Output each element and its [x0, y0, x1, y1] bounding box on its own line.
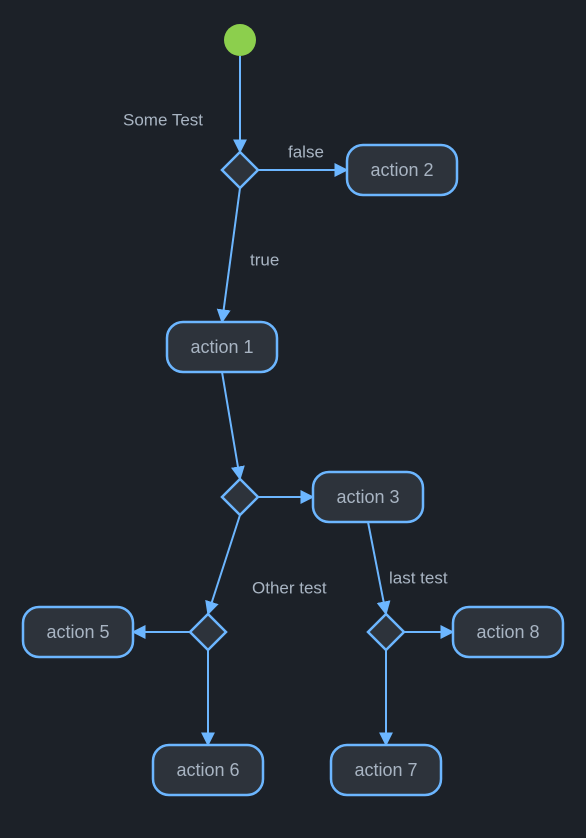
edge-a1-d2 [222, 372, 240, 479]
start-node [224, 24, 256, 56]
flowchart-canvas: action 2 action 1 action 3 action 5 action 8… [0, 0, 586, 838]
decision-node-d2 [222, 479, 258, 515]
edge-a3-d4 [368, 522, 386, 614]
edge-d1-a1 [222, 188, 240, 322]
action-label-a6: action 6 [176, 760, 239, 780]
decision-node-d3 [190, 614, 226, 650]
action-label-a1: action 1 [190, 337, 253, 357]
action-label-a8: action 8 [476, 622, 539, 642]
decision-node-d1 [222, 152, 258, 188]
nodes-layer: action 2 action 1 action 3 action 5 action 8… [23, 24, 563, 795]
decision-label-d4: last test [389, 569, 448, 588]
edge-label-d1-a2: false [288, 143, 324, 162]
decision-label-d3: Other test [252, 579, 327, 598]
edge-label-d1-a1: true [250, 251, 279, 270]
action-label-a7: action 7 [354, 760, 417, 780]
action-label-a3: action 3 [336, 487, 399, 507]
edge-d2-d3 [208, 515, 240, 614]
decision-label-d1: Some Test [123, 111, 203, 130]
action-label-a2: action 2 [370, 160, 433, 180]
action-label-a5: action 5 [46, 622, 109, 642]
decision-node-d4 [368, 614, 404, 650]
